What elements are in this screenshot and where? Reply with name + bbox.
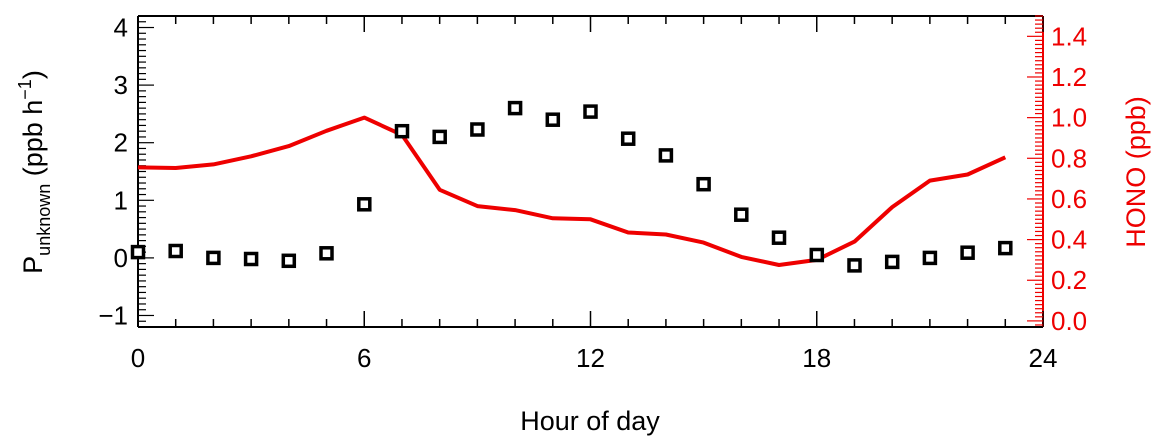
p-unknown-point — [168, 243, 183, 259]
p-unknown-point — [243, 251, 259, 267]
p-unknown-point — [734, 207, 749, 222]
p-unknown-point — [960, 245, 975, 260]
x-tick-label: 6 — [357, 343, 371, 373]
left-axis-ticks: −1 0 1 2 3 4 — [98, 13, 154, 330]
right-tick-label: 1.4 — [1051, 21, 1087, 51]
right-tick-label: 0.4 — [1051, 225, 1087, 255]
p-unknown-point — [583, 104, 598, 119]
p-unknown-point — [771, 230, 787, 245]
p-unknown-point — [357, 197, 372, 212]
right-tick-label: 0.6 — [1051, 184, 1087, 214]
p-unknown-point — [319, 246, 334, 261]
p-unknown-point — [507, 100, 523, 116]
right-tick-label: 1.0 — [1051, 103, 1087, 133]
right-tick-label: 0.8 — [1051, 143, 1087, 173]
left-axis-title: Punknown (ppb h−1) — [15, 70, 54, 274]
left-tick-label: 2 — [114, 128, 128, 158]
hono-line — [137, 115, 1007, 267]
p-unknown-point — [394, 123, 410, 139]
p-unknown-point — [470, 122, 485, 137]
p-unknown-point — [809, 247, 825, 263]
p-unknown-point — [884, 254, 900, 270]
p-unknown-point — [130, 244, 146, 260]
left-tick-label: 4 — [114, 13, 128, 43]
left-tick-label: 0 — [114, 243, 128, 273]
right-tick-label: 0.0 — [1051, 306, 1087, 336]
left-tick-label: 3 — [114, 70, 128, 100]
plot-frame — [137, 15, 1044, 328]
x-tick-label: 18 — [802, 343, 831, 373]
right-axis-ticks: 0.0 0.2 0.4 0.6 0.8 1.0 1.2 1.4 — [1027, 15, 1087, 336]
right-tick-label: 0.2 — [1051, 265, 1087, 295]
x-tick-label: 24 — [1029, 343, 1058, 373]
left-tick-label: −1 — [98, 300, 128, 330]
p-unknown-point — [281, 253, 297, 269]
p-unknown-point — [847, 258, 862, 273]
p-unknown-point — [620, 131, 636, 146]
x-tick-label: 12 — [576, 343, 605, 373]
p-unknown-point — [658, 148, 674, 163]
p-unknown-point — [922, 250, 938, 266]
p-unknown-marker-series — [130, 100, 1013, 273]
p-unknown-point — [998, 240, 1013, 256]
right-tick-label: 1.2 — [1051, 62, 1087, 92]
x-axis-title: Hour of day — [520, 406, 660, 436]
right-axis-title: HONO (ppb) — [1121, 96, 1151, 248]
x-tick-label: 0 — [131, 343, 145, 373]
p-unknown-point — [206, 250, 221, 266]
p-unknown-point — [696, 176, 711, 192]
p-unknown-point — [545, 112, 561, 127]
p-unknown-point — [432, 129, 447, 145]
hono-line-series — [137, 115, 1007, 267]
x-ticks: 0 6 12 18 24 — [131, 16, 1058, 373]
left-tick-label: 1 — [114, 185, 128, 215]
